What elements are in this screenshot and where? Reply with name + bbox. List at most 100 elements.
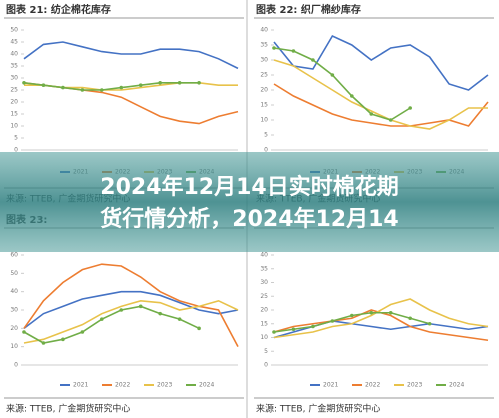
marker xyxy=(330,319,335,323)
series-line xyxy=(273,47,411,121)
y-tick-label: 10 xyxy=(260,117,268,124)
marker xyxy=(350,94,354,98)
marker xyxy=(41,83,46,87)
legend-label: 2022 xyxy=(365,382,380,389)
y-tick-label: 10 xyxy=(10,343,18,350)
y-tick-label: 10 xyxy=(260,334,268,341)
legend-label: 2023 xyxy=(407,382,422,389)
marker xyxy=(119,308,124,312)
marker xyxy=(158,81,162,85)
series-line xyxy=(23,305,200,344)
y-tick-label: 15 xyxy=(260,102,268,109)
series-line xyxy=(273,34,489,91)
marker xyxy=(100,317,104,321)
marker xyxy=(22,81,26,85)
y-tick-label: 40 xyxy=(10,288,18,295)
legend-label: 2021 xyxy=(73,382,88,389)
y-tick-label: 35 xyxy=(260,42,268,49)
y-tick-label: 0 xyxy=(264,147,268,154)
y-tick-label: 50 xyxy=(10,27,18,34)
legend-label: 2024 xyxy=(199,382,214,389)
y-tick-label: 45 xyxy=(10,39,18,46)
y-tick-label: 35 xyxy=(260,265,268,272)
marker xyxy=(119,85,124,90)
y-tick-label: 40 xyxy=(260,27,268,34)
y-tick-label: 25 xyxy=(260,293,268,300)
y-tick-label: 15 xyxy=(10,111,18,118)
series-line xyxy=(23,263,239,348)
marker xyxy=(41,341,46,345)
marker xyxy=(197,326,201,331)
y-tick-label: 50 xyxy=(10,270,18,277)
series-line xyxy=(23,41,239,70)
marker xyxy=(22,330,26,334)
y-tick-label: 5 xyxy=(264,348,268,355)
marker xyxy=(311,324,315,329)
marker xyxy=(291,49,296,53)
marker xyxy=(291,327,296,332)
y-tick-label: 15 xyxy=(260,320,268,327)
marker xyxy=(388,310,393,315)
legend-label: 2021 xyxy=(323,382,338,389)
y-tick-label: 60 xyxy=(10,252,18,259)
y-tick-label: 30 xyxy=(10,307,18,314)
y-tick-label: 0 xyxy=(14,362,18,369)
marker xyxy=(158,311,162,316)
marker xyxy=(427,321,432,326)
y-tick-label: 20 xyxy=(260,307,268,314)
marker xyxy=(350,313,354,318)
legend-label: 2022 xyxy=(115,382,130,389)
series-line xyxy=(23,82,200,91)
y-tick-label: 25 xyxy=(10,87,18,94)
legend-label: 2023 xyxy=(157,382,172,389)
overlay xyxy=(0,152,499,252)
marker xyxy=(369,310,374,315)
panel-title: 图表 21: 纺企棉花库存 xyxy=(6,3,111,16)
marker xyxy=(330,73,335,77)
y-tick-label: 35 xyxy=(10,63,18,70)
y-tick-label: 40 xyxy=(10,51,18,58)
series-line xyxy=(273,298,489,339)
headline: 2024年12月14日实时棉花期 xyxy=(100,174,398,200)
marker xyxy=(80,88,85,92)
y-tick-label: 30 xyxy=(10,75,18,82)
marker xyxy=(177,81,182,85)
y-tick-label: 20 xyxy=(10,325,18,332)
y-tick-label: 30 xyxy=(260,279,268,286)
source: 来源: TTEB, 广金期货研究中心 xyxy=(6,403,130,415)
y-tick-label: 10 xyxy=(10,123,18,130)
y-tick-label: 20 xyxy=(260,87,268,94)
y-tick-label: 20 xyxy=(10,99,18,106)
marker xyxy=(408,316,412,321)
marker xyxy=(138,304,143,309)
marker xyxy=(61,337,65,342)
y-tick-label: 5 xyxy=(14,135,18,142)
y-tick-label: 30 xyxy=(260,57,268,64)
marker xyxy=(197,81,201,85)
marker xyxy=(177,317,182,321)
series-line xyxy=(23,290,239,329)
panel-title: 图表 22: 织厂棉纱库存 xyxy=(256,3,361,16)
marker xyxy=(408,106,412,110)
legend-label: 2024 xyxy=(449,382,464,389)
y-tick-label: 0 xyxy=(264,362,268,369)
marker xyxy=(272,46,276,50)
marker xyxy=(388,118,393,122)
series-line xyxy=(23,299,239,344)
y-tick-label: 25 xyxy=(260,72,268,79)
y-tick-label: 5 xyxy=(264,132,268,139)
marker xyxy=(80,330,85,334)
headline: 货行情分析，2024年12月14 xyxy=(100,206,398,232)
marker xyxy=(272,330,276,334)
marker xyxy=(100,88,104,92)
marker xyxy=(61,85,65,90)
series-line xyxy=(273,83,489,127)
y-tick-label: 0 xyxy=(14,147,18,154)
marker xyxy=(369,112,374,116)
marker xyxy=(138,83,143,87)
series-line xyxy=(273,59,488,130)
y-tick-label: 40 xyxy=(260,252,268,259)
source: 来源: TTEB, 广金期货研究中心 xyxy=(256,403,380,415)
marker xyxy=(311,58,315,62)
